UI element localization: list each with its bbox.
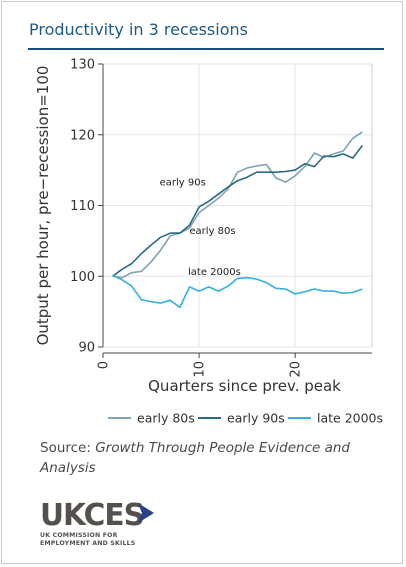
series-annotation: early 90s xyxy=(160,178,206,189)
series-line-early-90s xyxy=(112,144,364,277)
x-axis-title: Quarters since prev. peak xyxy=(148,377,341,395)
source-prefix: Source: xyxy=(40,440,96,456)
logo-subtitle: UK COMMISSION FOR EMPLOYMENT AND SKILLS xyxy=(40,532,135,547)
y-tick-label: 100 xyxy=(70,270,95,285)
source-title: Growth Through People Evidence and Analy… xyxy=(40,440,350,476)
logo-arrow-icon xyxy=(138,503,154,523)
y-tick-label: 110 xyxy=(70,199,95,214)
series-annotation: early 80s xyxy=(189,226,235,237)
series-line-early-80s xyxy=(112,131,363,279)
logo-wordmark: UKCES xyxy=(40,498,144,533)
x-tick-label: 10 xyxy=(193,361,208,378)
y-tick-label: 90 xyxy=(78,341,95,356)
y-axis-title: Output per hour, pre−recession=100 xyxy=(34,66,52,346)
ukces-logo: UKCES xyxy=(40,498,154,533)
series-line-late-2000s xyxy=(112,274,363,309)
logo-subtitle-line2: EMPLOYMENT AND SKILLS xyxy=(40,539,136,547)
x-tick-label: 0 xyxy=(97,361,112,369)
y-tick-label: 130 xyxy=(70,58,95,73)
y-tick-label: 120 xyxy=(70,128,95,143)
title-divider xyxy=(28,48,384,50)
source-note: Source: Growth Through People Evidence a… xyxy=(40,438,380,478)
page-title: Productivity in 3 recessions xyxy=(29,20,248,39)
legend-label: late 2000s xyxy=(317,411,383,426)
legend-label: early 80s xyxy=(137,411,195,426)
x-tick-label: 20 xyxy=(289,361,304,378)
series-annotation: late 2000s xyxy=(188,267,241,278)
legend-label: early 90s xyxy=(227,411,285,426)
logo-subtitle-line1: UK COMMISSION FOR xyxy=(40,532,118,539)
